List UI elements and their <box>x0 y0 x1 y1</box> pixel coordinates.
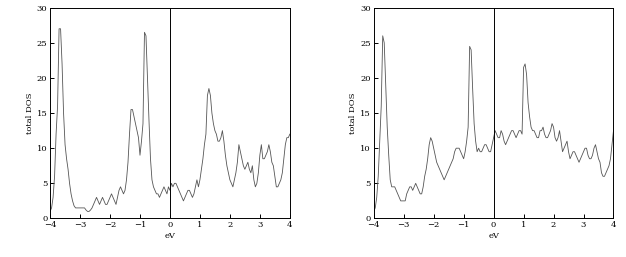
X-axis label: eV: eV <box>488 232 499 240</box>
Y-axis label: total DOS: total DOS <box>26 92 34 134</box>
X-axis label: eV: eV <box>165 232 175 240</box>
Y-axis label: total DOS: total DOS <box>349 92 357 134</box>
